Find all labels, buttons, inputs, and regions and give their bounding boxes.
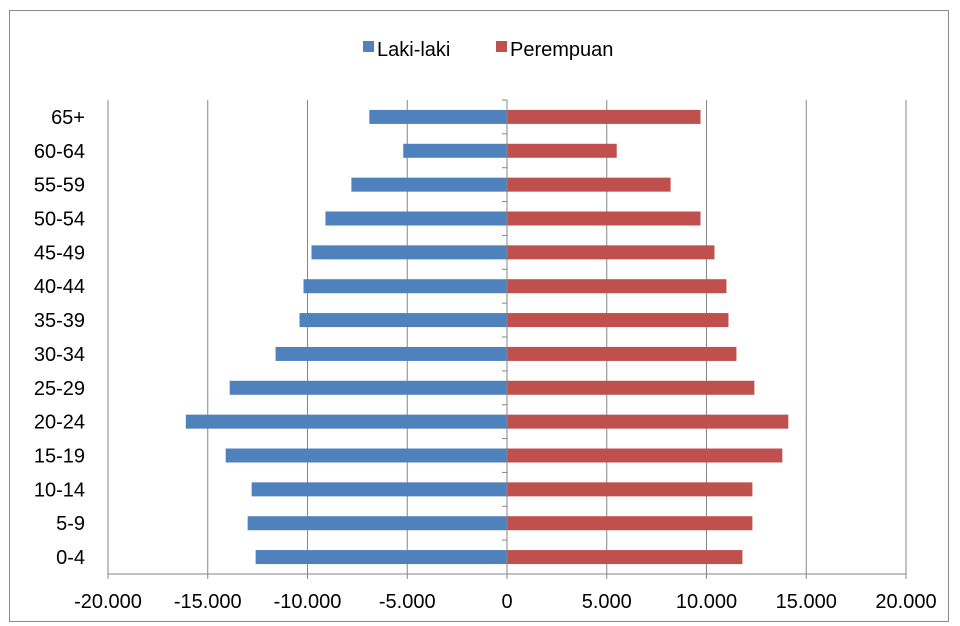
legend-label-perempuan: Perempuan bbox=[510, 39, 613, 61]
x-tick-label-10-000: 10.000 bbox=[676, 591, 737, 613]
bar-laki-laki-40-44 bbox=[303, 279, 507, 294]
legend-swatch-laki-laki bbox=[363, 41, 374, 52]
x-tick-label-20-000: -20.000 bbox=[74, 591, 142, 613]
x-tick-label-10-000: -10.000 bbox=[274, 591, 342, 613]
bar-perempuan-25-29 bbox=[507, 380, 755, 395]
y-tick-label-50-54: 50-54 bbox=[34, 209, 85, 231]
bar-laki-laki-20-24 bbox=[185, 414, 507, 429]
y-tick-labels: 0-4 5-9 10-14 15-19 20-24 25-29 30-34 35-39 40-4… bbox=[34, 107, 85, 569]
legend-swatch-perempuan bbox=[496, 41, 507, 52]
bar-laki-laki-35-39 bbox=[299, 313, 507, 328]
bar-laki-laki-50-54 bbox=[325, 211, 507, 226]
x-tick-label-0: 0 bbox=[501, 591, 512, 613]
y-tick-label-0-4: 0-4 bbox=[56, 547, 85, 569]
bar-laki-laki-65 bbox=[369, 109, 507, 124]
legend-label-laki-laki: Laki-laki bbox=[377, 39, 450, 61]
bar-perempuan-40-44 bbox=[507, 279, 727, 294]
bar-perempuan-0-4 bbox=[507, 550, 743, 565]
bar-laki-laki-15-19 bbox=[225, 448, 507, 463]
bar-laki-laki-30-34 bbox=[275, 346, 507, 361]
bar-laki-laki-10-14 bbox=[251, 482, 507, 497]
x-tick-label-5-000: -5.000 bbox=[379, 591, 436, 613]
x-tick-label-15-000: -15.000 bbox=[174, 591, 242, 613]
bars bbox=[185, 109, 789, 565]
axes bbox=[107, 99, 907, 579]
y-tick-label-60-64: 60-64 bbox=[34, 141, 85, 163]
y-tick-label-30-34: 30-34 bbox=[34, 344, 85, 366]
bar-laki-laki-60-64 bbox=[403, 143, 507, 158]
bar-laki-laki-0-4 bbox=[255, 550, 507, 565]
x-tick-label-5-000: 5.000 bbox=[582, 591, 632, 613]
bar-laki-laki-25-29 bbox=[229, 380, 507, 395]
bar-perempuan-65 bbox=[507, 109, 701, 124]
bar-perempuan-10-14 bbox=[507, 482, 753, 497]
legend: Laki-laki Perempuan bbox=[363, 39, 613, 61]
bar-perempuan-30-34 bbox=[507, 346, 737, 361]
y-tick-label-20-24: 20-24 bbox=[34, 412, 85, 434]
y-tick-label-15-19: 15-19 bbox=[34, 446, 85, 468]
bar-laki-laki-5-9 bbox=[247, 516, 507, 531]
x-tick-labels: -20.000 -15.000 -10.000 -5.000 0 5.000 10.000 1… bbox=[74, 591, 937, 613]
y-tick-label-40-44: 40-44 bbox=[34, 276, 85, 298]
y-tick-label-25-29: 25-29 bbox=[34, 378, 85, 400]
bar-perempuan-60-64 bbox=[507, 143, 617, 158]
bar-perempuan-55-59 bbox=[507, 177, 671, 192]
y-tick-label-10-14: 10-14 bbox=[34, 479, 85, 501]
bar-perempuan-45-49 bbox=[507, 245, 715, 260]
bar-perempuan-5-9 bbox=[507, 516, 753, 531]
bar-perempuan-15-19 bbox=[507, 448, 783, 463]
bar-perempuan-20-24 bbox=[507, 414, 789, 429]
bar-laki-laki-55-59 bbox=[351, 177, 507, 192]
y-tick-label-65: 65+ bbox=[51, 107, 85, 129]
bar-perempuan-50-54 bbox=[507, 211, 701, 226]
y-tick-label-55-59: 55-59 bbox=[34, 175, 85, 197]
bar-perempuan-35-39 bbox=[507, 313, 729, 328]
y-tick-label-35-39: 35-39 bbox=[34, 310, 85, 332]
x-tick-label-15-000: 15.000 bbox=[776, 591, 837, 613]
y-tick-label-45-49: 45-49 bbox=[34, 242, 85, 264]
x-tick-label-20-000: 20.000 bbox=[875, 591, 936, 613]
y-tick-label-5-9: 5-9 bbox=[56, 513, 85, 535]
bar-laki-laki-45-49 bbox=[311, 245, 507, 260]
